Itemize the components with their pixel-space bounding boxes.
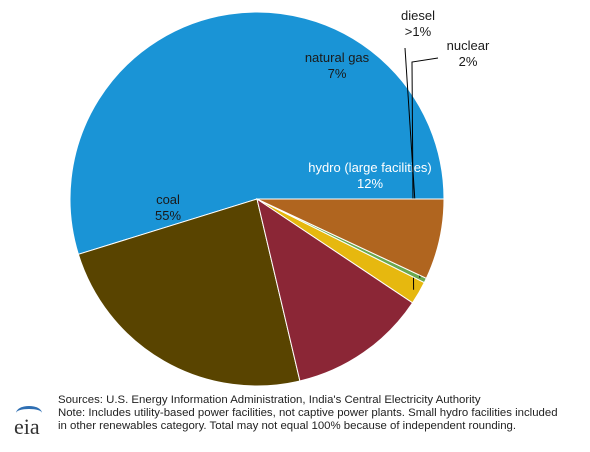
slice-label-diesel: diesel >1% [401,8,435,39]
pie-slice-natural-gas [256,198,445,279]
eia-logo: eia [14,404,48,440]
note-line-1: Note: Includes utility-based power facil… [58,407,558,419]
chart-notes: Sources: U.S. Energy Information Adminis… [58,394,583,433]
pie-slice-hydro-large-facilities [256,197,414,382]
slice-label-hydro-large-facilities: hydro (large facilities) 12% [308,160,432,191]
slice-label-coal: coal 55% [155,192,181,223]
pie-slice-other-renewables [77,198,301,387]
eia-logo-text: eia [14,414,40,439]
eia-logo-arc [16,406,42,420]
sources-text: Sources: U.S. Energy Information Adminis… [58,394,481,406]
pie-slice-coal [69,11,445,255]
slice-label-nuclear: nuclear 2% [447,38,490,69]
chart-footer: eia Sources: U.S. Energy Information Adm… [8,394,583,444]
note-line-2: in other renewables category. Total may … [58,420,517,432]
slice-label-natural-gas: natural gas 7% [305,50,370,81]
